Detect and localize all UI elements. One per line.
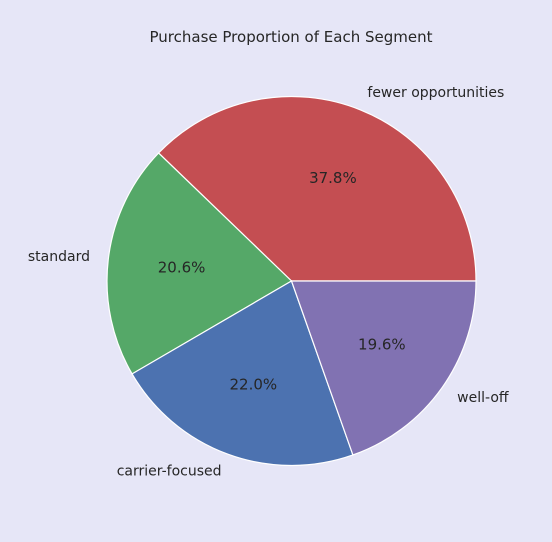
slice-label-standard: standard <box>28 249 90 265</box>
slice-percent-well-off: 19.6% <box>358 335 406 353</box>
pie-slices <box>106 95 477 467</box>
pie-labels: fewer opportunities 37.8% standard 20.6% car… <box>28 85 509 480</box>
pie-slice-well-off <box>290 280 477 456</box>
slice-label-fewer-opportunities: fewer opportunities <box>367 85 504 101</box>
slice-percent-carrier-focused: 22.0% <box>230 375 278 393</box>
slice-percent-fewer-opportunities: 37.8% <box>309 169 357 187</box>
slice-label-well-off: well-off <box>457 390 509 406</box>
pie-slice-fewer-opportunities <box>157 95 477 282</box>
slice-label-carrier-focused: carrier-focused <box>117 464 222 480</box>
pie-slice-carrier-focused <box>131 280 354 467</box>
slice-percent-standard: 20.6% <box>158 258 206 276</box>
pie-slice-standard <box>106 152 293 375</box>
chart-title: Purchase Proportion of Each Segment <box>150 28 433 46</box>
